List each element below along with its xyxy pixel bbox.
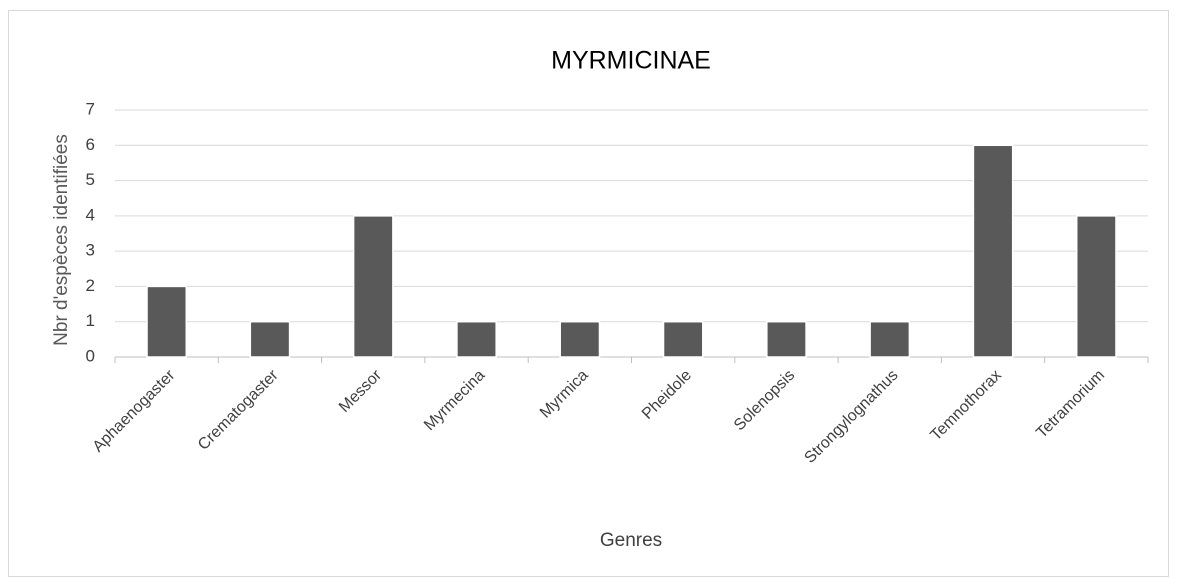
x-axis-label: Genres: [600, 530, 662, 551]
bar: [869, 320, 911, 358]
y-tick-label: 1: [86, 311, 95, 330]
bar: [1075, 215, 1117, 358]
bar: [972, 144, 1014, 358]
bar: [352, 215, 394, 358]
y-tick-label: 2: [86, 276, 95, 295]
y-tick-label: 0: [86, 346, 95, 365]
y-tick-label: 6: [86, 135, 95, 154]
bar: [662, 320, 704, 358]
y-tick-label: 7: [86, 99, 95, 118]
bar: [456, 320, 497, 358]
bar: [146, 285, 188, 358]
y-tick-label: 4: [86, 205, 95, 224]
y-tick-label: 3: [86, 241, 95, 260]
bar: [766, 320, 807, 358]
chart-title: MYRMICINAE: [551, 47, 711, 75]
bar: [249, 320, 291, 358]
y-tick-label: 5: [86, 170, 95, 189]
y-axis-label: Nbr d'espèces identifiées: [51, 134, 72, 346]
bar: [559, 320, 601, 358]
